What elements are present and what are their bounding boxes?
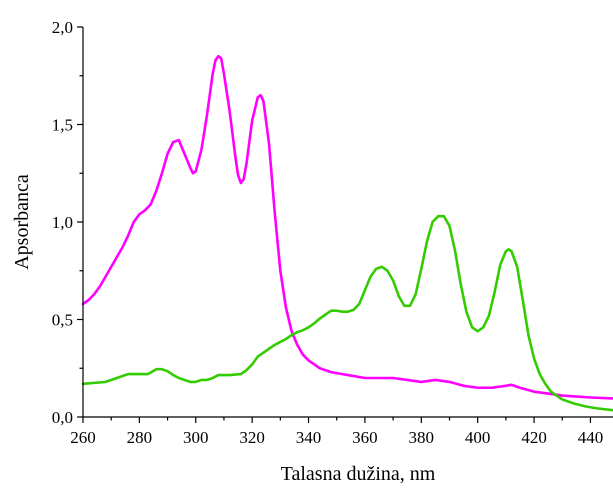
x-tick-label: 340 — [296, 428, 322, 447]
y-axis-title: Apsorbanca — [11, 174, 33, 270]
x-tick-label: 320 — [239, 428, 265, 447]
x-tick-label: 420 — [521, 428, 547, 447]
series-line-2 — [81, 214, 613, 412]
x-tick-label: 360 — [352, 428, 378, 447]
x-axis-title: Talasna dužina, nm — [281, 463, 436, 485]
series-line-1 — [81, 54, 613, 400]
x-tick-label: 380 — [409, 428, 435, 447]
x-tick-label: 300 — [183, 428, 209, 447]
y-tick-label: 1,5 — [52, 116, 73, 135]
x-tick-label: 400 — [465, 428, 491, 447]
y-tick-label: 1,0 — [52, 213, 73, 232]
x-tick-label: 280 — [127, 428, 153, 447]
y-tick-label: 2,0 — [52, 18, 73, 37]
ticks: 260 280 300 320 340 360 380 400 420 440 0,0 0,5 1,0 1… — [52, 18, 613, 447]
y-tick-label: 0,5 — [52, 311, 73, 330]
plot-area — [81, 54, 613, 412]
y-tick-label: 0,0 — [52, 408, 73, 427]
x-tick-label: 260 — [70, 428, 96, 447]
x-tick-label: 440 — [578, 428, 604, 447]
